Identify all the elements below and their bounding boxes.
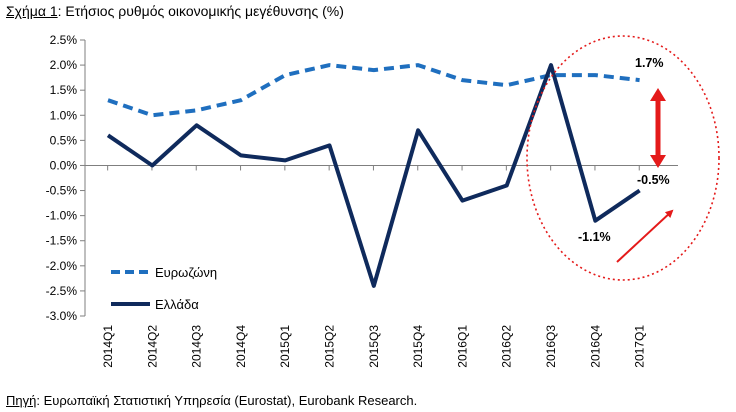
y-tick-label: 2.5% [50,33,78,47]
source-label: Πηγή [6,393,37,408]
x-tick-label: 2017Q1 [633,325,647,368]
annotation-eurozone-last: 1.7% [635,56,664,70]
source-note: Πηγή: Ευρωπαϊκή Στατιστική Υπηρεσία (Eur… [6,393,417,408]
y-tick-label: -2.5% [46,284,78,298]
figure-number: Σχήμα 1 [6,3,58,19]
y-tick-label: 0.0% [50,158,78,172]
legend-label-eurozone: Ευρωζώνη [155,265,217,280]
y-tick-label: 1.0% [50,108,78,122]
y-tick-label: -0.5% [46,184,78,198]
source-text: : Ευρωπαϊκή Στατιστική Υπηρεσία (Eurosta… [36,393,418,408]
annotation-greece-q4: -1.1% [578,230,611,244]
annotations: 1.7% -0.5% -1.1% [526,35,720,281]
y-tick-label: -3.0% [46,309,78,323]
series-group [106,63,641,288]
highlight-ellipse [526,35,720,281]
x-tick-label: 2016Q2 [500,325,514,368]
x-tick-label: 2015Q4 [411,325,425,368]
x-tick-label: 2015Q1 [278,325,292,368]
y-tick-label: -1.5% [46,234,78,248]
x-tick-label: 2014Q2 [145,325,159,368]
y-tick-label: -1.0% [46,209,78,223]
x-tick-label: 2015Q2 [323,325,337,368]
y-tick-label: -2.0% [46,259,78,273]
x-tick-label: 2014Q1 [101,325,115,368]
x-tick-label: 2014Q3 [190,325,204,368]
series-line-greece [106,63,641,288]
legend: Ευρωζώνη Ελλάδα [111,265,217,312]
x-tick-label: 2016Q3 [544,325,558,368]
chart-title: Σχήμα 1: Ετήσιος ρυθμός οικονομικής μεγέ… [6,3,344,19]
x-tick-label: 2015Q3 [367,325,381,368]
chart-title-text: : Ετήσιος ρυθμός οικονομικής μεγέθυνσης … [57,3,344,19]
annotation-greece-last: -0.5% [637,173,670,187]
x-tick-label: 2016Q4 [588,325,602,368]
legend-label-greece: Ελλάδα [155,297,199,312]
x-tick-label: 2016Q1 [455,325,469,368]
double-arrow [650,88,666,168]
trend-arrow [616,209,674,263]
axes: 2.5% 2.0% 1.5% 1.0% 0.5% 0.0% -0.5% -1.0% -1.5% -… [46,33,678,368]
x-tick-label: 2014Q4 [234,325,248,368]
y-tick-label: 1.5% [50,83,78,97]
y-tick-label: 2.0% [50,58,78,72]
y-tick-label: 0.5% [50,133,78,147]
series-line-eurozone [107,63,640,118]
